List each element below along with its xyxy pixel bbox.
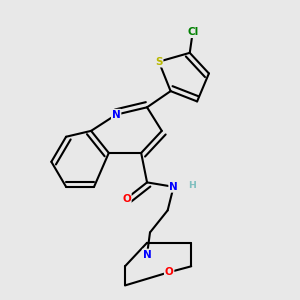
Text: S: S — [155, 57, 163, 67]
Text: N: N — [143, 250, 152, 260]
Text: N: N — [169, 182, 178, 192]
Text: Cl: Cl — [187, 27, 198, 37]
Text: O: O — [165, 267, 173, 277]
Text: N: N — [112, 110, 121, 120]
Text: H: H — [188, 181, 196, 190]
Text: O: O — [122, 194, 131, 204]
